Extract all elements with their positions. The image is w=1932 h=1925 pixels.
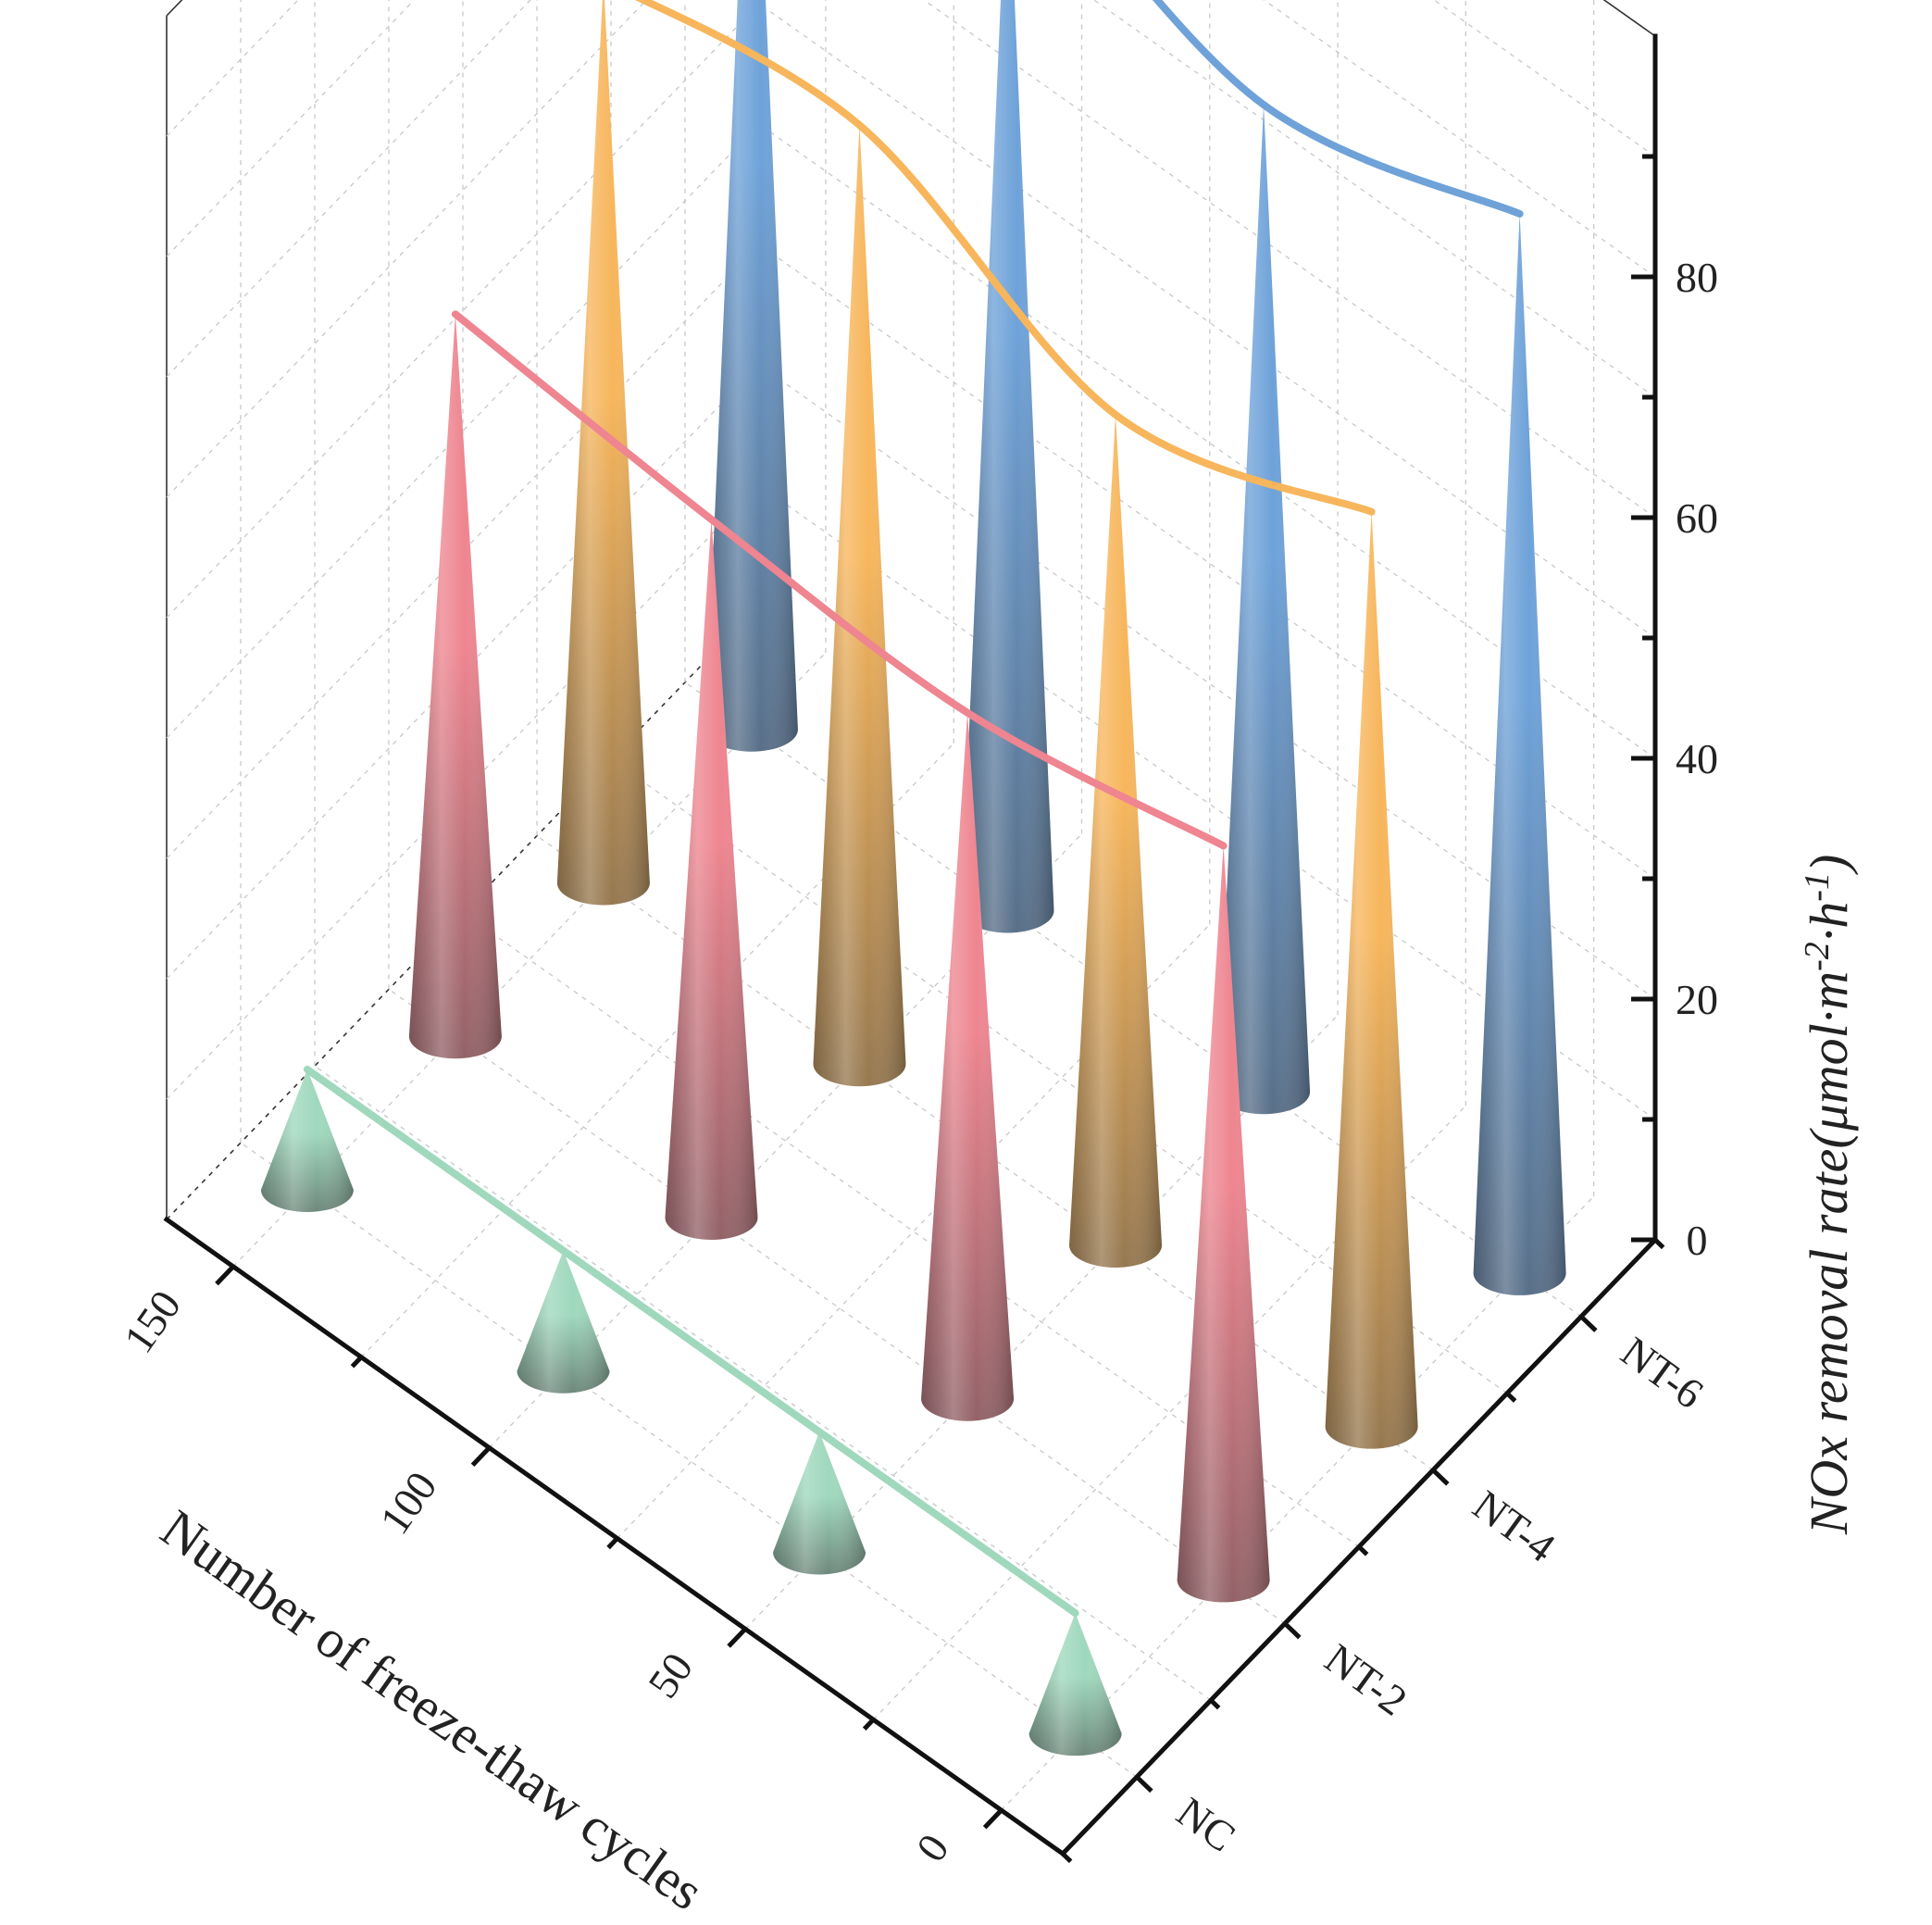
z-axis-title: NOx removal rate(μmol·m-2·h-1) bbox=[1798, 855, 1859, 1536]
x-tick-label: 150 bbox=[115, 1281, 190, 1361]
cone-shading bbox=[408, 314, 502, 1059]
y-tick bbox=[1061, 1852, 1073, 1864]
cone-shading bbox=[1217, 105, 1311, 1115]
cone-shading bbox=[260, 1069, 354, 1213]
cone-shading bbox=[704, 0, 798, 752]
x-tick bbox=[470, 1445, 492, 1468]
cone-shading bbox=[1325, 511, 1418, 1449]
x-tick bbox=[727, 1627, 747, 1648]
wall-gridline bbox=[1433, 0, 1656, 157]
z-axis-title-sup2: -1 bbox=[1798, 872, 1837, 902]
y-tick-label: NT-6 bbox=[1613, 1328, 1712, 1418]
x-tick bbox=[862, 1718, 876, 1731]
series-NC bbox=[260, 1066, 1122, 1756]
x-tick-label: 50 bbox=[639, 1644, 702, 1706]
cone-shading bbox=[921, 712, 1015, 1421]
z-axis-title-end: ) bbox=[1799, 855, 1859, 875]
series-line bbox=[303, 1066, 1079, 1618]
cone-shading bbox=[556, 0, 650, 906]
y-tick bbox=[1579, 1315, 1598, 1332]
y-tick bbox=[1283, 1621, 1302, 1640]
z-tick-label: 20 bbox=[1676, 976, 1718, 1023]
z-tick-label: 60 bbox=[1676, 494, 1718, 542]
series-NT-2 bbox=[408, 310, 1270, 1603]
z-axis-title-main: NOx removal rate(μmol·m bbox=[1799, 971, 1859, 1535]
z-tick-label: 80 bbox=[1676, 254, 1718, 301]
y-tick-label: NT-2 bbox=[1316, 1634, 1415, 1724]
z-tick-label: 40 bbox=[1676, 735, 1718, 782]
chart-axes bbox=[163, 33, 1665, 1864]
chart-marks bbox=[260, 0, 1566, 1756]
x-tick bbox=[215, 1265, 235, 1286]
y-tick-label: NT-4 bbox=[1465, 1481, 1564, 1570]
z-axis-title-sup1: -2 bbox=[1798, 942, 1837, 971]
cone-shading bbox=[1028, 1613, 1122, 1756]
y-tick bbox=[1357, 1544, 1369, 1556]
x-axis-title: Number of freeze-thaw cycles bbox=[150, 1498, 714, 1922]
x-tick-label: 100 bbox=[370, 1463, 445, 1543]
chart-gridlines bbox=[166, 0, 1656, 1811]
y-tick bbox=[1505, 1391, 1517, 1403]
cone-shading bbox=[773, 1431, 866, 1575]
x-tick-label: 0 bbox=[907, 1826, 958, 1870]
y-tick bbox=[1135, 1775, 1153, 1794]
series-line bbox=[1152, 0, 1524, 218]
x-tick bbox=[982, 1808, 1003, 1830]
y-tick-label: NC bbox=[1168, 1788, 1244, 1861]
cone-shading bbox=[665, 519, 758, 1240]
x-tick bbox=[350, 1356, 363, 1369]
series-NT-6 bbox=[704, 0, 1566, 1295]
cone-shading bbox=[1069, 414, 1163, 1268]
z-tick-label: 0 bbox=[1687, 1217, 1708, 1264]
cone-shading bbox=[1177, 845, 1270, 1603]
cone-shading bbox=[1473, 213, 1566, 1295]
box-edge bbox=[1602, 0, 1656, 37]
x-tick bbox=[606, 1536, 619, 1550]
wall-gridline bbox=[1263, 0, 1656, 278]
y-tick bbox=[1653, 1238, 1665, 1250]
y-tick bbox=[1431, 1468, 1450, 1486]
cone-shading bbox=[961, 0, 1054, 933]
y-tick bbox=[1209, 1698, 1221, 1710]
series-line bbox=[634, 0, 1376, 516]
cone-shading bbox=[813, 125, 906, 1087]
x-axis bbox=[163, 1216, 1066, 1857]
series-NT-4 bbox=[556, 0, 1418, 1449]
cone-shading bbox=[517, 1250, 610, 1394]
z-axis-title-mid: ·h bbox=[1799, 902, 1859, 943]
series-line bbox=[451, 310, 1228, 850]
